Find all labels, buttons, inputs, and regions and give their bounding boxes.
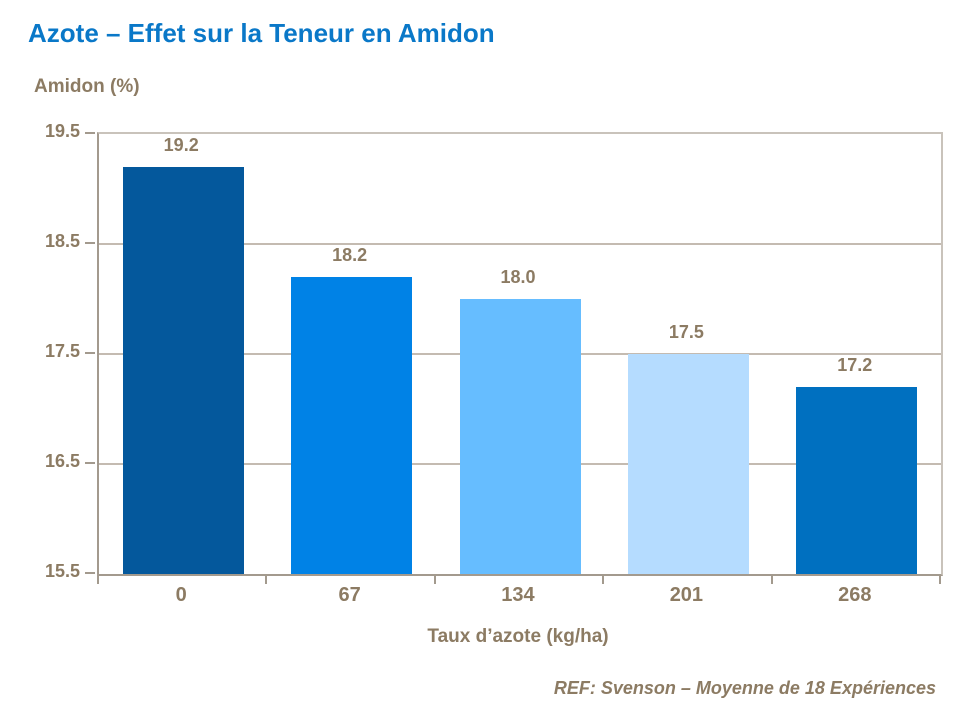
x-tick-label: 134 [501,584,535,606]
x-tick-mark [434,574,436,584]
bar-134 [460,299,581,574]
y-tick-label: 19.5 [44,121,80,141]
x-tick-label: 201 [669,584,704,606]
x-tick-mark [939,574,941,584]
bar-201 [628,354,749,574]
bar-67 [291,277,412,574]
reference-note: REF: Svenson – Moyenne de 18 Expériences [553,678,936,698]
bar-value-label: 18.0 [500,267,536,287]
y-tick-mark [85,462,95,464]
bar-0 [123,167,244,574]
y-tick-mark [85,132,95,134]
x-tick-label: 268 [838,584,872,606]
bar-value-label: 18.2 [332,245,368,265]
x-tick-mark [771,574,773,584]
x-tick-mark [602,574,604,584]
y-axis-title: Amidon (%) [34,76,140,97]
x-axis-title: Taux d’azote (kg/ha) [427,626,609,647]
y-tick-label: 18.5 [44,231,80,251]
bar-268 [796,387,917,574]
y-tick-mark [85,352,95,354]
bar-value-label: 19.2 [163,135,199,155]
x-tick-mark [265,574,267,584]
y-tick-mark [85,242,95,244]
y-tick-label: 16.5 [44,451,80,471]
y-tick-label: 17.5 [44,341,80,361]
plot-area [97,132,943,576]
y-tick-label: 15.5 [44,561,80,581]
chart-title: Azote – Effet sur la Teneur en Amidon [28,18,495,48]
x-tick-label: 67 [338,584,361,606]
x-tick-mark [97,574,99,584]
x-tick-label: 0 [175,584,187,606]
gridline [99,243,941,245]
bar-value-label: 17.5 [668,322,704,342]
bar-value-label: 17.2 [837,355,873,375]
y-tick-mark [85,572,95,574]
